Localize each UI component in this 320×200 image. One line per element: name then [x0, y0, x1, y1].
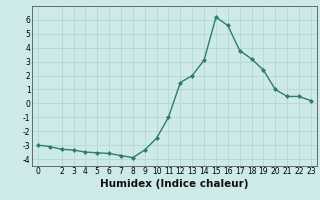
X-axis label: Humidex (Indice chaleur): Humidex (Indice chaleur) [100, 179, 249, 189]
